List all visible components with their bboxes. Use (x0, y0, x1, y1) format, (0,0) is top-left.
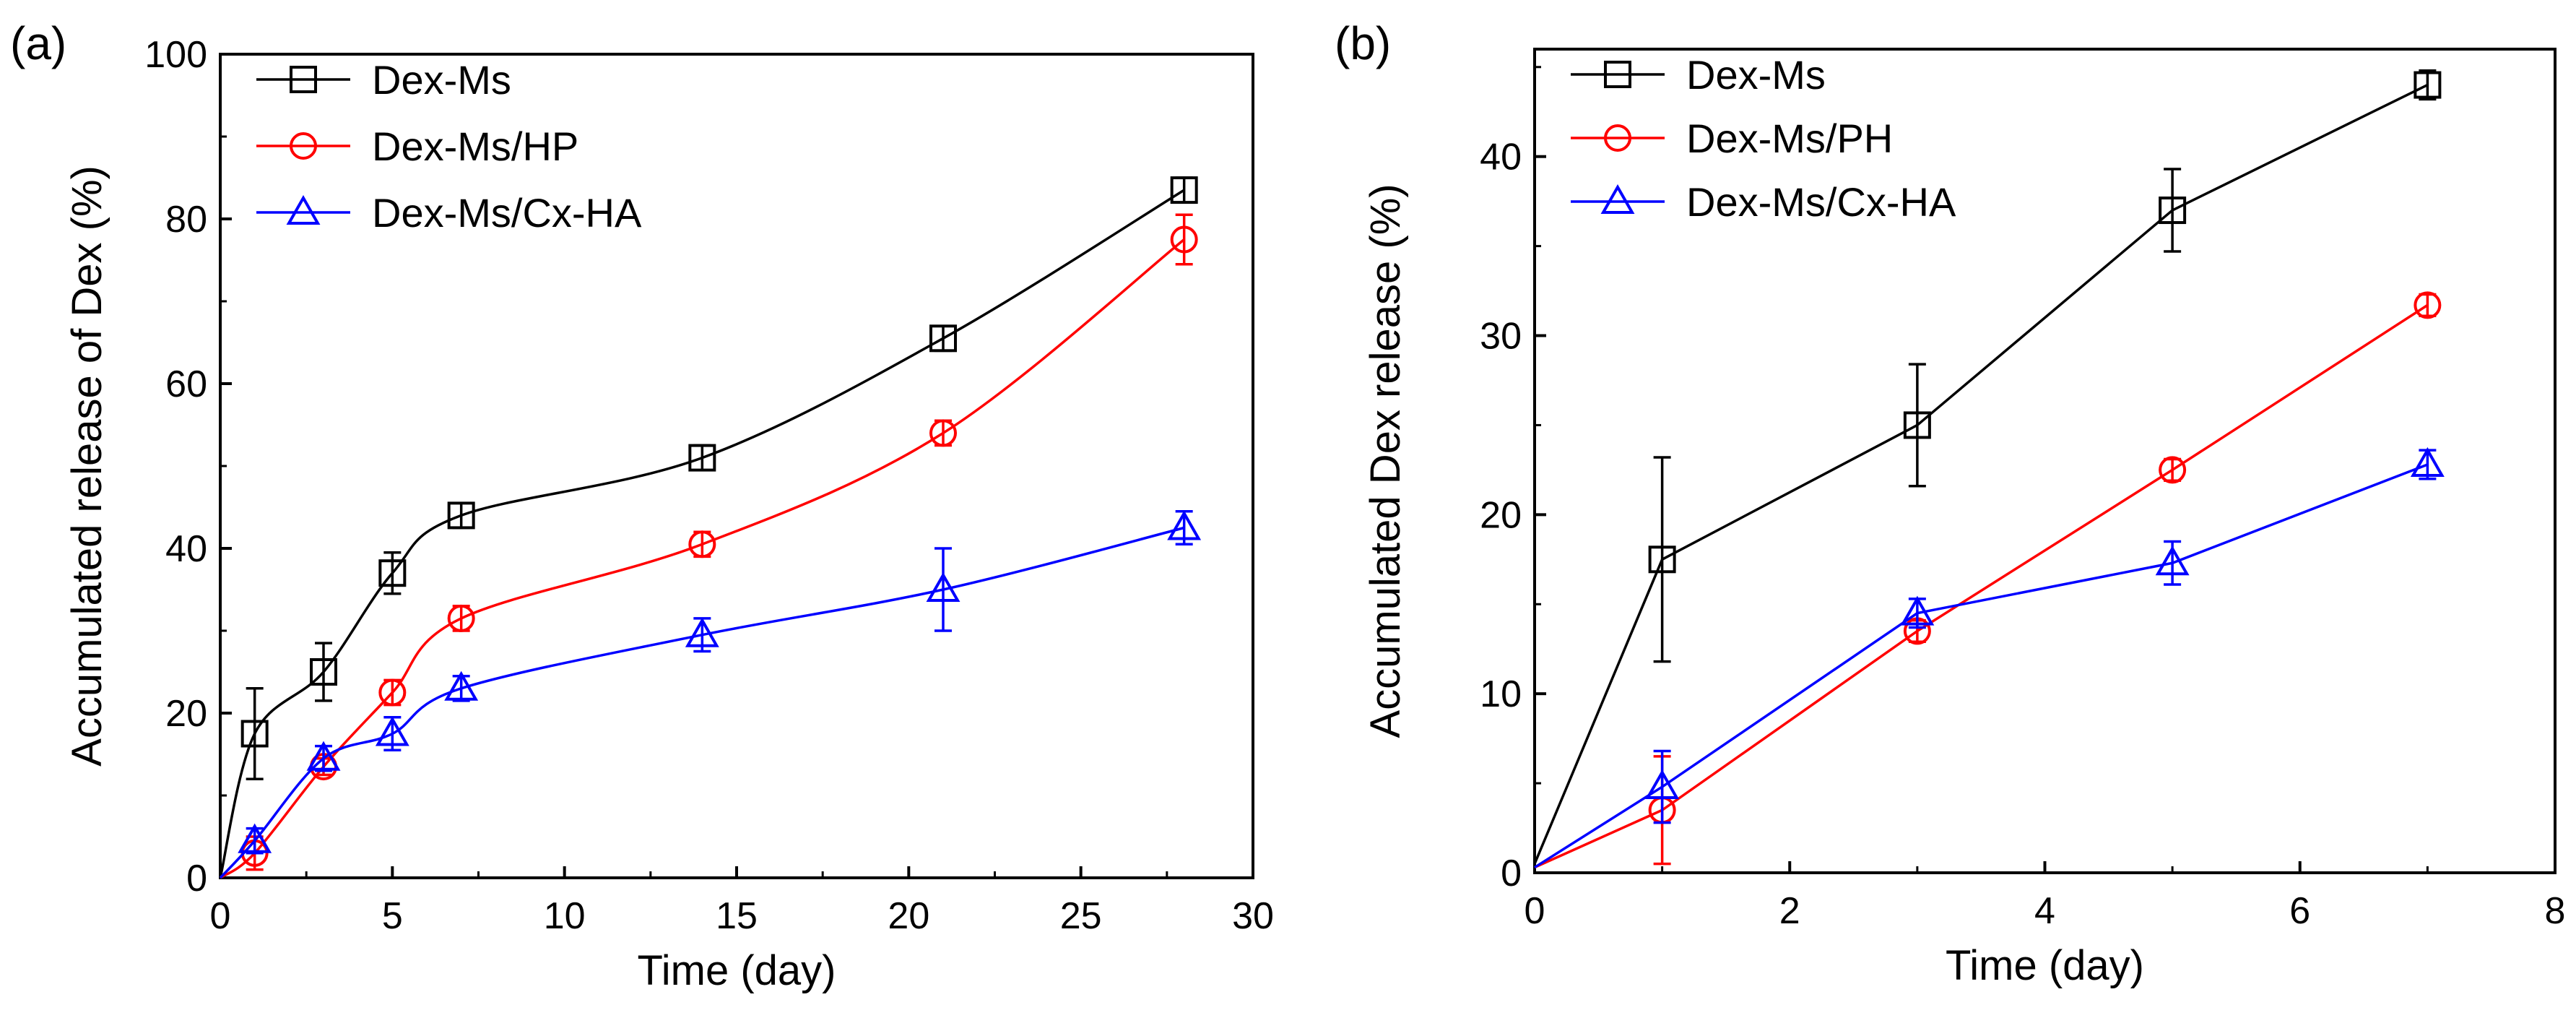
x-tick-label: 20 (888, 895, 929, 937)
data-point (447, 604, 475, 632)
x-tick-label: 10 (544, 895, 586, 937)
legend: Dex-Ms Dex-Ms/HP Dex-Ms/Cx-HA (256, 57, 642, 236)
series-line (1533, 83, 2429, 865)
data-point (306, 741, 341, 771)
data-point (378, 678, 407, 707)
x-tick-label: 8 (2545, 890, 2566, 932)
data-point (310, 658, 337, 686)
data-point (1170, 225, 1198, 254)
series-dex-ms-hp (219, 213, 1198, 879)
data-point (685, 617, 719, 647)
y-tick-label: 20 (1480, 494, 1522, 536)
y-tick-label: 30 (1480, 316, 1522, 358)
x-tick-label: 15 (716, 895, 758, 937)
series-dex-ms (219, 176, 1198, 879)
series-line (219, 238, 1185, 879)
data-point (929, 419, 957, 447)
legend-label: Dex-Ms/Cx-HA (372, 190, 642, 236)
data-point (1170, 176, 1198, 204)
data-point (2159, 456, 2187, 484)
y-tick-label: 20 (165, 693, 207, 735)
data-point (1167, 510, 1202, 540)
data-point (926, 571, 960, 602)
y-tick-label: 60 (165, 363, 207, 405)
x-tick-label: 30 (1232, 895, 1274, 937)
y-tick-label: 100 (144, 34, 207, 76)
data-point (378, 559, 407, 587)
x-tick-label: 4 (2034, 890, 2055, 932)
data-point (688, 530, 716, 558)
data-point (2410, 447, 2445, 477)
x-tick-label: 0 (1525, 890, 1545, 932)
plot-frame (219, 53, 1254, 879)
legend-marker (290, 132, 317, 160)
data-point (2159, 197, 2187, 225)
x-tick-label: 25 (1060, 895, 1102, 937)
chart-panel-a: 0 5 10 15 20 25 30 0 20 40 60 80 100 Time (day) Accumu… (10, 17, 1274, 994)
legend-label: Dex-Ms (1686, 52, 1826, 98)
legend-label: Dex-Ms/HP (372, 124, 578, 169)
y-tick-label: 10 (1480, 673, 1522, 715)
x-axis-label: Time (day) (1946, 942, 2144, 989)
x-tick-label: 2 (1779, 890, 1800, 932)
series-dex-ms-cx-ha (219, 509, 1202, 879)
data-point (1648, 545, 1676, 574)
data-point (2155, 545, 2190, 576)
y-tick-label: 80 (165, 199, 207, 241)
legend-label: Dex-Ms/PH (1686, 116, 1893, 161)
legend-marker (286, 194, 321, 225)
y-tick-label: 0 (1501, 853, 1522, 894)
x-tick-label: 0 (210, 895, 231, 937)
chart-panel-b: 0 2 4 6 8 0 10 20 30 40 Time (day) Accumulated Dex … (1335, 17, 2565, 989)
x-axis-label: Time (day) (638, 947, 836, 994)
plot-frame (1533, 48, 2557, 874)
legend-marker (1604, 124, 1631, 152)
series-line (219, 526, 1185, 879)
x-tick-label: 5 (382, 895, 403, 937)
data-point (1903, 411, 1931, 439)
data-point (1900, 595, 1935, 626)
series-dex-ms-cx-ha (1534, 447, 2445, 869)
legend-marker (1600, 184, 1635, 214)
series-dex-ms (1533, 69, 2442, 865)
data-point (929, 324, 957, 353)
y-tick-label: 40 (1480, 137, 1522, 178)
panel-label: (b) (1335, 17, 1391, 69)
data-point (240, 720, 269, 748)
data-point (238, 823, 272, 853)
data-point (447, 501, 475, 530)
legend-marker (1604, 61, 1631, 88)
y-axis-label: Accumulated release of Dex (%) (64, 165, 110, 767)
legend: Dex-Ms Dex-Ms/PH Dex-Ms/Cx-HA (1571, 52, 1956, 225)
data-point (1645, 769, 1680, 800)
series-dex-ms-ph (1534, 291, 2442, 869)
data-point (375, 716, 409, 746)
legend-label: Dex-Ms (372, 57, 511, 103)
data-point (2414, 291, 2442, 319)
y-tick-label: 40 (165, 528, 207, 570)
data-point (688, 444, 716, 472)
panel-label: (a) (10, 17, 66, 69)
data-point (444, 670, 479, 701)
y-axis-label: Accumulated Dex release (%) (1362, 184, 1409, 738)
x-tick-label: 6 (2289, 890, 2310, 932)
y-tick-label: 0 (186, 858, 207, 900)
legend-label: Dex-Ms/Cx-HA (1686, 179, 1956, 225)
data-point (2414, 71, 2442, 99)
legend-marker (290, 66, 317, 93)
